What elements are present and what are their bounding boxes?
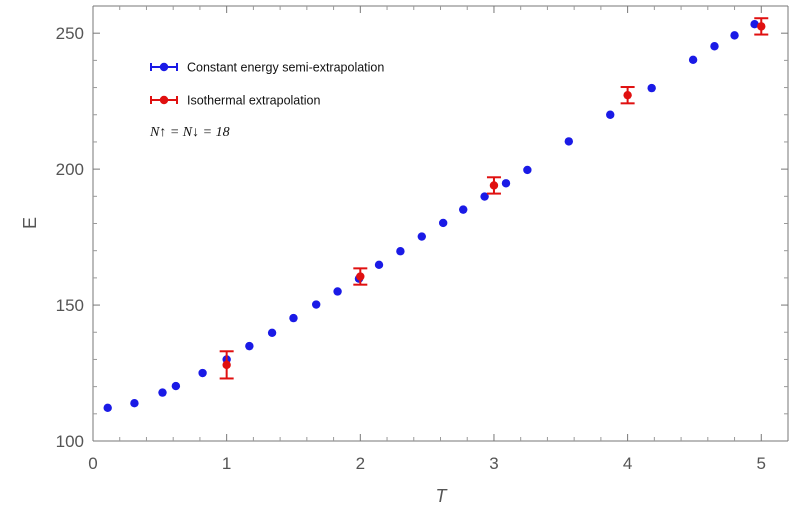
constant-energy-point bbox=[333, 287, 341, 295]
constant-energy-point bbox=[158, 388, 166, 396]
x-axis-label: T bbox=[436, 486, 449, 506]
legend-item-constant-energy: Constant energy semi-extrapolation bbox=[151, 61, 384, 75]
isothermal-point bbox=[757, 22, 765, 30]
constant-energy-point bbox=[396, 247, 404, 255]
y-tick-label: 250 bbox=[56, 24, 84, 43]
constant-energy-point bbox=[418, 232, 426, 240]
constant-energy-point bbox=[198, 369, 206, 377]
y-tick-label: 100 bbox=[56, 432, 84, 451]
constant-energy-point bbox=[730, 31, 738, 39]
x-tick-label: 0 bbox=[88, 454, 97, 473]
legend-label-constant-energy: Constant energy semi-extrapolation bbox=[187, 61, 384, 75]
particle-number-annotation: N↑ = N↓ = 18 bbox=[149, 125, 230, 140]
constant-energy-point bbox=[312, 300, 320, 308]
isothermal-point bbox=[222, 361, 230, 369]
tick-labels: 0 1 2 3 4 5 100 150 200 250 bbox=[56, 24, 766, 473]
legend-item-isothermal: Isothermal extrapolation bbox=[151, 94, 320, 108]
isothermal-point bbox=[490, 181, 498, 189]
x-tick-label: 3 bbox=[489, 454, 498, 473]
series-layer bbox=[104, 18, 769, 412]
x-tick-label: 2 bbox=[356, 454, 365, 473]
x-tick-label: 5 bbox=[757, 454, 766, 473]
legend: Constant energy semi-extrapolation Isoth… bbox=[151, 61, 384, 108]
constant-energy-point bbox=[606, 111, 614, 119]
y-tick-label: 150 bbox=[56, 296, 84, 315]
constant-energy-point bbox=[502, 179, 510, 187]
constant-energy-point bbox=[689, 56, 697, 64]
constant-energy-point bbox=[375, 261, 383, 269]
constant-energy-point bbox=[565, 137, 573, 145]
constant-energy-point bbox=[459, 205, 467, 213]
constant-energy-point bbox=[289, 314, 297, 322]
constant-energy-point bbox=[172, 382, 180, 390]
constant-energy-point bbox=[130, 399, 138, 407]
legend-marker-blue bbox=[160, 63, 168, 71]
isothermal-point bbox=[623, 91, 631, 99]
constant-energy-point bbox=[647, 84, 655, 92]
y-tick-label: 200 bbox=[56, 160, 84, 179]
constant-energy-point bbox=[268, 329, 276, 337]
legend-label-isothermal: Isothermal extrapolation bbox=[187, 94, 320, 108]
y-axis-label: E bbox=[20, 217, 40, 229]
x-tick-label: 4 bbox=[623, 454, 632, 473]
x-tick-label: 1 bbox=[222, 454, 231, 473]
constant-energy-point bbox=[104, 404, 112, 412]
constant-energy-point bbox=[439, 219, 447, 227]
legend-marker-red bbox=[160, 96, 168, 104]
constant-energy-point bbox=[523, 166, 531, 174]
constant-energy-point bbox=[710, 42, 718, 50]
isothermal-point bbox=[356, 272, 364, 280]
constant-energy-point bbox=[245, 342, 253, 350]
